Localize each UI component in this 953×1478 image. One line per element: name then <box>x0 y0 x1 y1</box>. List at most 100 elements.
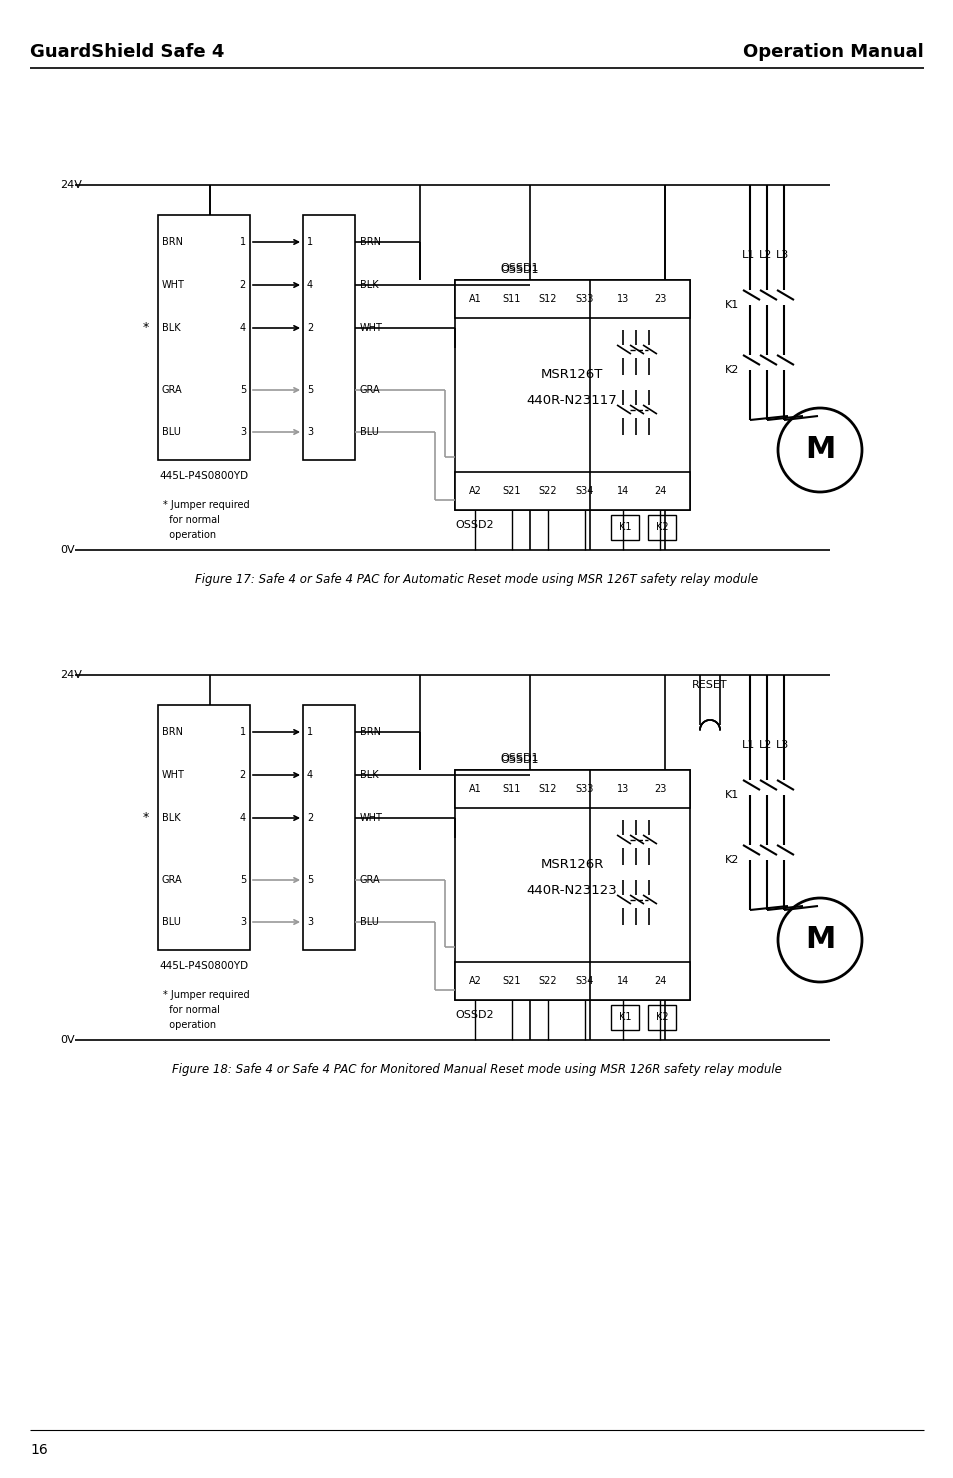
Text: BRN: BRN <box>162 727 183 738</box>
Text: A1: A1 <box>468 783 481 794</box>
Text: K2: K2 <box>724 854 739 865</box>
Text: Figure 17: Safe 4 or Safe 4 PAC for Automatic Reset mode using MSR 126T safety r: Figure 17: Safe 4 or Safe 4 PAC for Auto… <box>195 573 758 587</box>
Text: MSR126R: MSR126R <box>539 859 603 872</box>
Bar <box>610 514 639 539</box>
Text: 23: 23 <box>653 294 665 304</box>
Text: operation: operation <box>163 531 216 539</box>
Text: OSSD1: OSSD1 <box>499 265 537 275</box>
Text: 2: 2 <box>307 813 313 823</box>
Text: L3: L3 <box>775 740 788 749</box>
Text: S33: S33 <box>576 294 594 304</box>
Text: K2: K2 <box>655 522 668 532</box>
Text: L2: L2 <box>759 250 772 260</box>
Text: 3: 3 <box>307 916 313 927</box>
Text: 4: 4 <box>239 813 246 823</box>
Text: S34: S34 <box>576 975 594 986</box>
Text: A2: A2 <box>468 975 481 986</box>
Text: BLK: BLK <box>162 813 180 823</box>
Text: K2: K2 <box>655 1012 668 1021</box>
Bar <box>455 770 689 1001</box>
Text: L1: L1 <box>741 250 755 260</box>
Text: S12: S12 <box>538 783 557 794</box>
Text: *: * <box>143 322 149 334</box>
Text: K2: K2 <box>724 365 739 375</box>
Text: S22: S22 <box>538 486 557 497</box>
Text: BRN: BRN <box>162 236 183 247</box>
Text: WHT: WHT <box>162 279 185 290</box>
Text: 4: 4 <box>239 324 246 333</box>
Text: 5: 5 <box>239 875 246 885</box>
Text: BLU: BLU <box>162 427 181 437</box>
Text: BLU: BLU <box>359 427 378 437</box>
Text: M: M <box>804 436 834 464</box>
Text: S21: S21 <box>502 486 520 497</box>
Text: BRN: BRN <box>359 236 380 247</box>
Text: K1: K1 <box>618 1012 631 1021</box>
Text: 440R-N23123: 440R-N23123 <box>526 884 617 897</box>
Bar <box>455 279 689 318</box>
Text: WHT: WHT <box>162 770 185 780</box>
Text: BRN: BRN <box>359 727 380 738</box>
Text: for normal: for normal <box>163 514 219 525</box>
Text: 5: 5 <box>239 384 246 395</box>
Text: K1: K1 <box>618 522 631 532</box>
Text: 14: 14 <box>617 486 628 497</box>
Text: OSSD2: OSSD2 <box>455 520 493 531</box>
Text: 3: 3 <box>307 427 313 437</box>
Bar <box>455 279 689 510</box>
Text: GRA: GRA <box>359 384 380 395</box>
Text: for normal: for normal <box>163 1005 219 1015</box>
Text: 2: 2 <box>239 279 246 290</box>
Text: RESET: RESET <box>692 680 727 690</box>
Text: Figure 18: Safe 4 or Safe 4 PAC for Monitored Manual Reset mode using MSR 126R s: Figure 18: Safe 4 or Safe 4 PAC for Moni… <box>172 1064 781 1076</box>
Text: S21: S21 <box>502 975 520 986</box>
Text: WHT: WHT <box>359 813 382 823</box>
Text: S34: S34 <box>576 486 594 497</box>
Text: MSR126T: MSR126T <box>540 368 602 381</box>
Text: K1: K1 <box>724 791 739 800</box>
Text: OSSD2: OSSD2 <box>455 1009 493 1020</box>
Text: 440R-N23117: 440R-N23117 <box>526 393 617 406</box>
Text: 3: 3 <box>239 916 246 927</box>
Bar <box>610 1005 639 1030</box>
Text: 23: 23 <box>653 783 665 794</box>
Text: GRA: GRA <box>359 875 380 885</box>
Text: BLU: BLU <box>162 916 181 927</box>
Text: A2: A2 <box>468 486 481 497</box>
Text: GRA: GRA <box>162 875 182 885</box>
Text: L1: L1 <box>741 740 755 749</box>
Text: A1: A1 <box>468 294 481 304</box>
Text: 16: 16 <box>30 1443 48 1457</box>
Text: 3: 3 <box>239 427 246 437</box>
Text: L2: L2 <box>759 740 772 749</box>
Bar <box>158 214 250 460</box>
Text: 24V: 24V <box>60 180 82 191</box>
Bar <box>158 705 250 950</box>
Text: 2: 2 <box>239 770 246 780</box>
Text: GRA: GRA <box>162 384 182 395</box>
Text: 24V: 24V <box>60 670 82 680</box>
Bar <box>647 514 676 539</box>
Text: OSSD1: OSSD1 <box>499 263 537 273</box>
Text: 13: 13 <box>617 783 628 794</box>
Text: 1: 1 <box>307 236 313 247</box>
Bar <box>303 214 355 460</box>
Text: *: * <box>143 811 149 825</box>
Text: BLK: BLK <box>359 279 378 290</box>
Text: 5: 5 <box>307 384 313 395</box>
Bar <box>455 962 689 1001</box>
Bar <box>647 1005 676 1030</box>
Text: OSSD1: OSSD1 <box>499 755 537 766</box>
Text: 1: 1 <box>239 236 246 247</box>
Text: GuardShield Safe 4: GuardShield Safe 4 <box>30 43 224 61</box>
Text: 24: 24 <box>653 486 665 497</box>
Text: 1: 1 <box>239 727 246 738</box>
Text: 13: 13 <box>617 294 628 304</box>
Text: 445L-P4S0800YD: 445L-P4S0800YD <box>159 961 249 971</box>
Circle shape <box>778 899 862 981</box>
Text: BLU: BLU <box>359 916 378 927</box>
Text: 445L-P4S0800YD: 445L-P4S0800YD <box>159 471 249 480</box>
Text: L3: L3 <box>775 250 788 260</box>
Text: 0V: 0V <box>60 545 74 556</box>
Circle shape <box>778 408 862 492</box>
